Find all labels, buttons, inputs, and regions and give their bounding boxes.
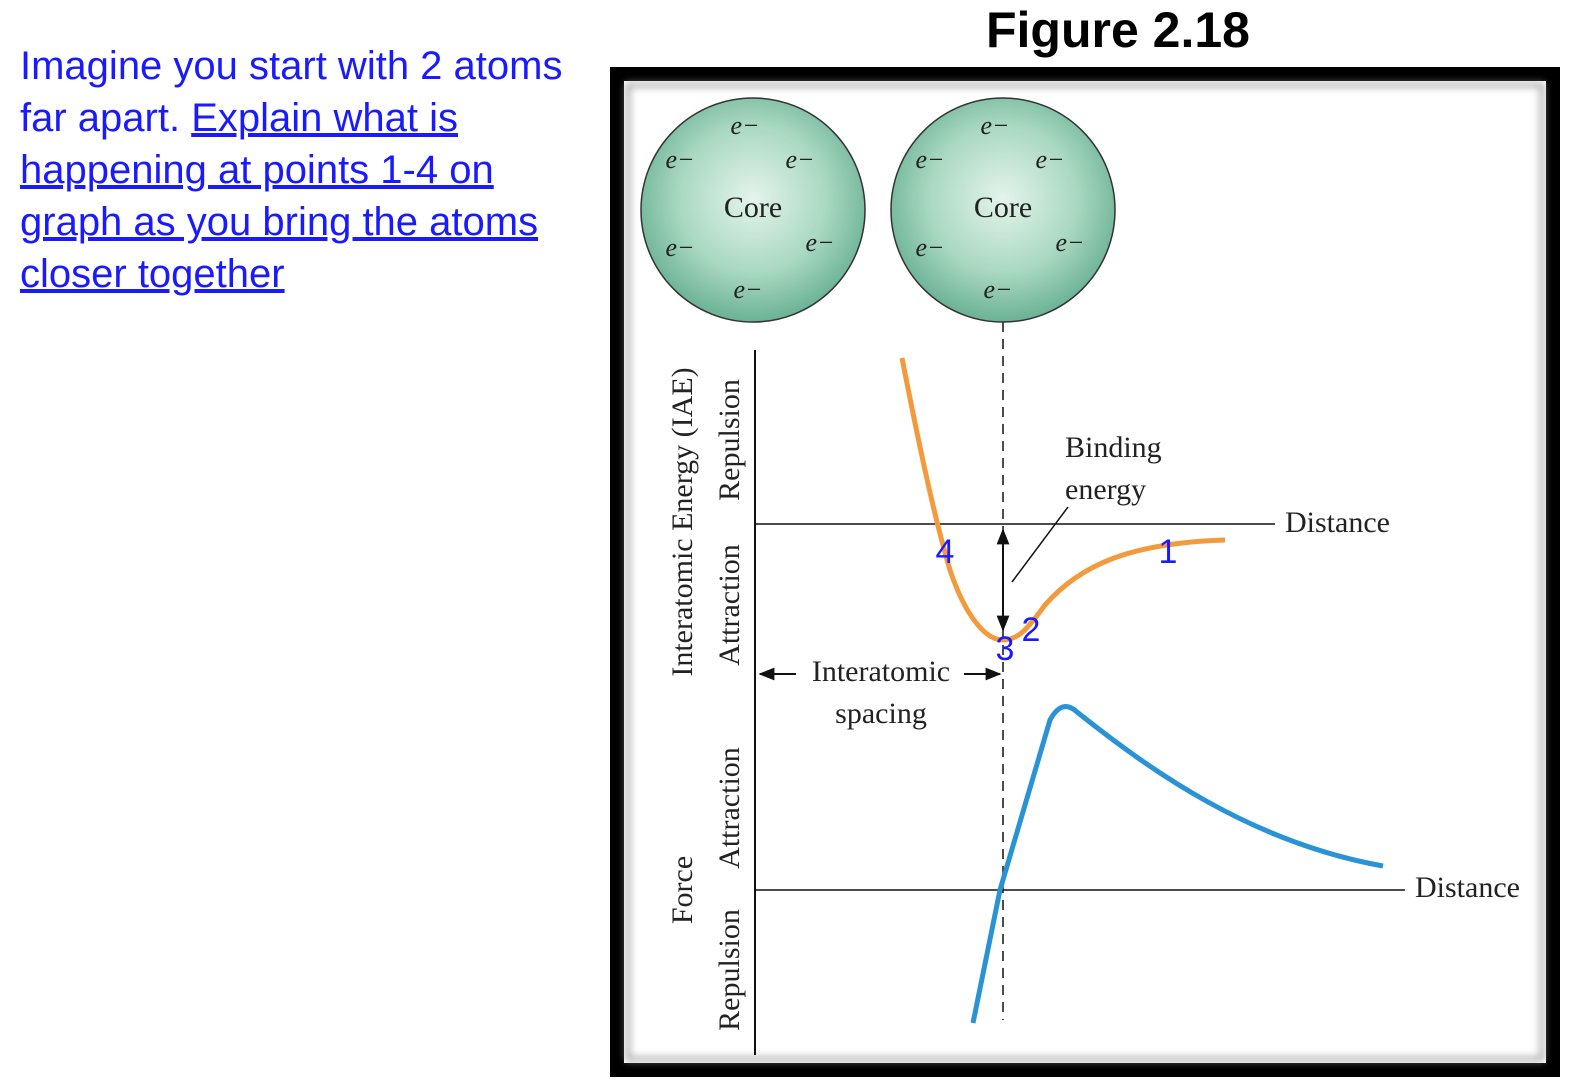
- electron: e−: [915, 233, 944, 262]
- energy-axis-label: Interatomic Energy (IAE): [666, 367, 699, 676]
- frame-shadow: [626, 83, 1544, 1061]
- prompt-intro: Imagine you start with 2 atoms far apart…: [20, 44, 563, 140]
- spacing-label: spacing: [835, 697, 927, 730]
- atom: [890, 97, 1116, 323]
- electron: e−: [665, 145, 694, 174]
- electron: e−: [665, 233, 694, 262]
- electron: e−: [915, 145, 944, 174]
- force-curve: [970, 704, 1384, 1024]
- prompt: Imagine you start with 2 atoms far apart…: [20, 40, 600, 300]
- binding-energy-label: Binding: [1065, 431, 1162, 464]
- point-label: 2: [1022, 611, 1041, 649]
- force-lower-label: Repulsion: [713, 909, 746, 1031]
- point-label: 4: [936, 533, 955, 571]
- spacing-label-bg: [796, 656, 964, 692]
- energy-curve: [899, 357, 1226, 643]
- atom-core: Core: [974, 191, 1032, 224]
- binding-energy-label: energy: [1065, 473, 1146, 506]
- electron: e−: [1055, 228, 1084, 257]
- energy-upper-label: Repulsion: [713, 379, 746, 501]
- atom: [640, 97, 866, 323]
- prompt-question: Explain what is happening at points 1-4 …: [20, 96, 539, 296]
- force-x-label: Distance: [1415, 871, 1520, 904]
- figure-title: Figure 2.18: [986, 2, 1250, 58]
- electron: e−: [733, 275, 762, 304]
- force-upper-label: Attraction: [713, 747, 746, 869]
- force-axis-label: Force: [666, 856, 699, 924]
- electron: e−: [983, 275, 1012, 304]
- electron: e−: [730, 111, 759, 140]
- binding-energy-leader: [1011, 506, 1069, 583]
- energy-lower-label: Attraction: [713, 544, 746, 666]
- energy-x-label: Distance: [1285, 506, 1390, 539]
- electron: e−: [805, 228, 834, 257]
- point-label: 1: [1159, 533, 1178, 571]
- electron: e−: [785, 145, 814, 174]
- point-label: 3: [996, 630, 1015, 668]
- electron: e−: [1035, 145, 1064, 174]
- electron: e−: [980, 111, 1009, 140]
- spacing-label: Interatomic: [812, 655, 950, 688]
- atom-core: Core: [724, 191, 782, 224]
